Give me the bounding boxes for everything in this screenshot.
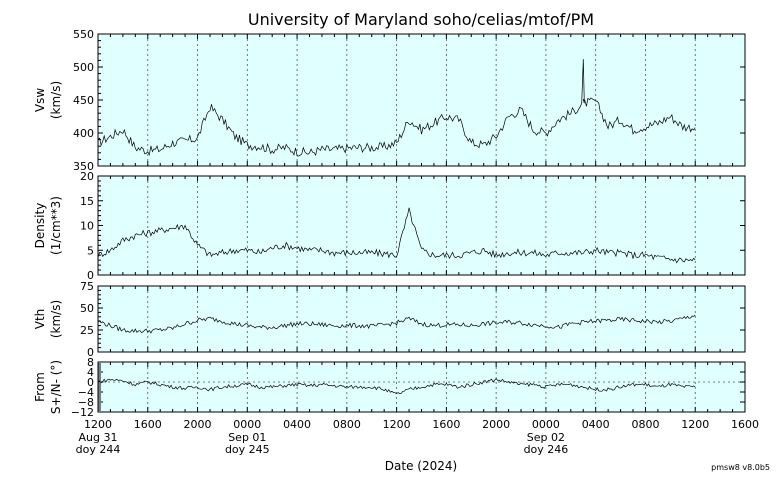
x-tick-label: 0400	[283, 418, 311, 431]
x-tick-label: 1600	[134, 418, 162, 431]
y-axis-label-line: From	[33, 372, 47, 402]
y-tick-label: 0	[87, 269, 94, 282]
x-doy-label: doy 246	[524, 443, 569, 456]
panel-2: 0 5 10 15 20 Density (1/cm**3)	[33, 170, 746, 282]
data-series	[97, 59, 696, 157]
x-tick-label: 1600	[731, 418, 759, 431]
y-tick-label: 4	[87, 366, 94, 379]
y-axis-label-line: Vth	[33, 309, 47, 330]
y-tick-label: 25	[80, 324, 94, 337]
chart-title: University of Maryland soho/celias/mtof/…	[248, 10, 594, 29]
x-tick-label: 1200	[681, 418, 709, 431]
footer-version: pmsw8 v8.0b5	[711, 463, 770, 472]
y-tick-label: 8	[87, 356, 94, 369]
y-tick-label: 0	[87, 376, 94, 389]
y-axis-label-line: S+/N- (°)	[49, 360, 63, 414]
panel-frame	[97, 175, 746, 276]
x-axis-label: Date (2024)	[385, 459, 457, 473]
y-tick-label: −12	[71, 406, 94, 419]
y-tick-label: 50	[80, 302, 94, 315]
data-series	[97, 378, 696, 394]
data-series	[97, 314, 696, 334]
x-doy-label: doy 244	[76, 443, 121, 456]
panel-3: 0 25 50 75 Vth (km/s)	[33, 280, 746, 359]
y-axis-label: Density (1/cm**3)	[33, 196, 63, 255]
panel-1: 350 400 450 500 550 Vsw (km/s)	[33, 28, 746, 173]
x-tick-label: 0800	[333, 418, 361, 431]
y-tick-label: 15	[80, 195, 94, 208]
panel-frame	[97, 361, 746, 413]
y-tick-label: 10	[80, 220, 94, 233]
x-date-label: Aug 31	[79, 431, 118, 444]
data-series	[97, 207, 696, 264]
x-tick-label: 0000	[233, 418, 261, 431]
x-doy-label: doy 245	[225, 443, 270, 456]
y-tick-label: −4	[78, 386, 94, 399]
y-tick-label: 350	[73, 160, 94, 173]
y-tick-label: 20	[80, 170, 94, 183]
x-tick-label: 0000	[532, 418, 560, 431]
y-axis-label-line: Vsw	[33, 88, 47, 112]
y-axis-label-line: (km/s)	[49, 300, 63, 338]
y-tick-label: 5	[87, 244, 94, 257]
y-axis-label-line: Density	[33, 203, 47, 249]
x-tick-label: 1200	[383, 418, 411, 431]
x-tick-label: 2000	[184, 418, 212, 431]
y-axis-label: From S+/N- (°)	[33, 360, 63, 414]
panel-frame	[97, 285, 746, 353]
x-tick-label: 2000	[482, 418, 510, 431]
y-tick-label: 500	[73, 61, 94, 74]
x-tick-label: 1200	[84, 418, 112, 431]
y-axis-label-line: (1/cm**3)	[49, 196, 63, 255]
y-tick-label: 0	[87, 346, 94, 359]
y-axis-label-line: (km/s)	[49, 81, 63, 119]
y-tick-label: −8	[78, 396, 94, 409]
x-tick-label: 0400	[582, 418, 610, 431]
y-tick-label: 75	[80, 280, 94, 293]
x-date-label: Sep 02	[527, 431, 565, 444]
x-date-label: Sep 01	[228, 431, 266, 444]
y-tick-label: 550	[73, 28, 94, 41]
x-tick-label: 0800	[631, 418, 659, 431]
y-tick-label: 400	[73, 127, 94, 140]
y-axis-label: Vsw (km/s)	[33, 81, 63, 119]
y-axis-label: Vth (km/s)	[33, 300, 63, 338]
panel-frame	[97, 33, 746, 167]
y-tick-label: 450	[73, 94, 94, 107]
x-tick-label: 1600	[432, 418, 460, 431]
